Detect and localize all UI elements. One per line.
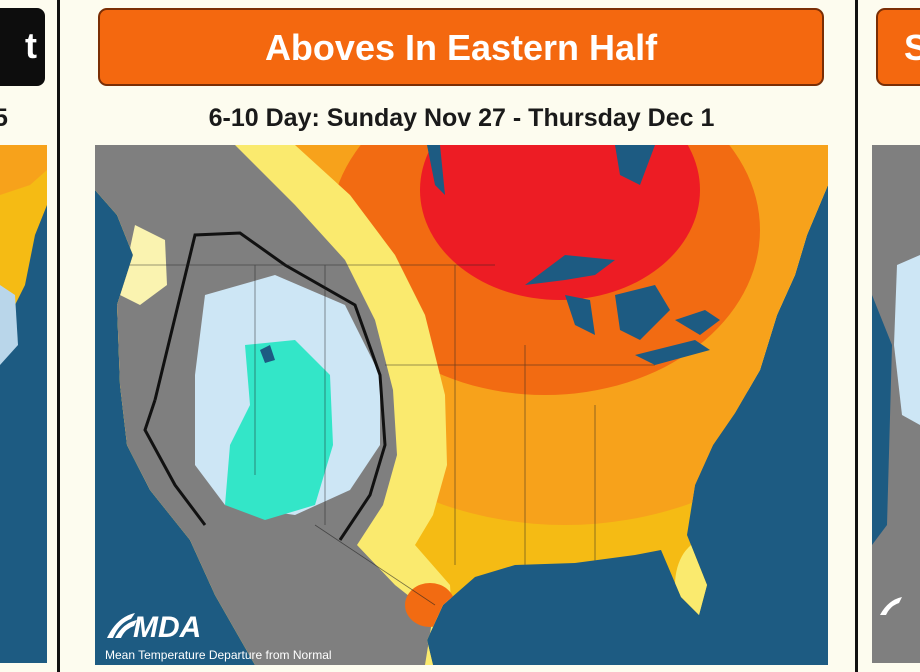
left-header: t xyxy=(0,8,45,86)
main-header: Aboves In Eastern Half xyxy=(98,8,824,86)
map-caption: Mean Temperature Departure from Normal xyxy=(105,648,332,662)
left-subtitle: 5 xyxy=(0,104,8,132)
right-map xyxy=(872,145,920,663)
right-header: S xyxy=(876,8,920,86)
left-map xyxy=(0,145,47,663)
logo-text: MDA xyxy=(133,611,201,644)
map: MDA Mean Temperature Departure from Norm… xyxy=(95,145,828,665)
logo: MDA xyxy=(107,611,201,644)
panel-divider xyxy=(57,0,60,672)
main-subtitle: 6-10 Day: Sunday Nov 27 - Thursday Dec 1 xyxy=(208,104,715,132)
panel-divider xyxy=(855,0,858,672)
